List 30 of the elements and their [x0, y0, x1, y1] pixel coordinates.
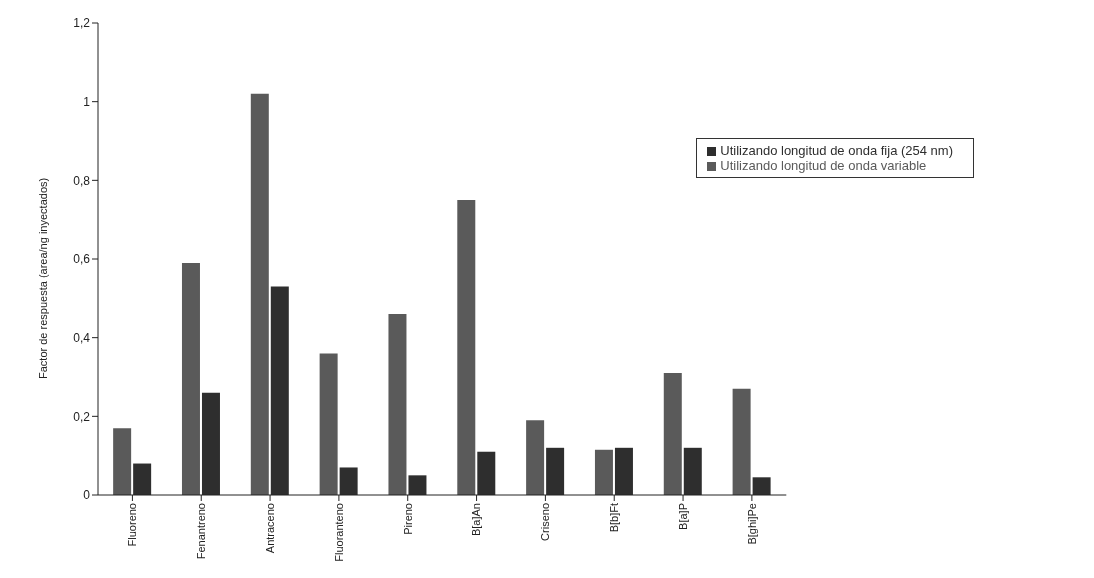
y-tick-label: 1: [83, 94, 91, 109]
x-tick-label: Fluoranteno: [332, 503, 345, 562]
y-tick-label: 0,4: [73, 330, 91, 345]
y-axis-title: Factor de respuesta (area/ng inyectados): [36, 177, 49, 379]
x-tick-label: B[a]P: [676, 503, 689, 530]
bar: [526, 420, 545, 495]
x-tick-label: Pireno: [401, 503, 414, 535]
bar: [388, 314, 407, 495]
bar: [732, 388, 751, 495]
bar: [113, 428, 132, 495]
x-tick-label: B[b]Ft: [608, 503, 621, 533]
bar: [457, 200, 476, 495]
y-tick-label: 0,2: [73, 409, 91, 424]
bar: [594, 449, 613, 495]
legend-label: Utilizando longitud de onda fija (254 nm): [720, 143, 953, 158]
y-tick-label: 1,2: [73, 16, 91, 31]
bar: [663, 373, 682, 495]
x-tick-label: Fluoreno: [126, 503, 139, 547]
bar: [319, 353, 338, 495]
bar: [250, 93, 269, 495]
y-tick-label: 0,6: [73, 252, 91, 267]
x-tick-label: B[ghi]Pe: [745, 503, 758, 545]
x-tick-label: Antraceno: [263, 503, 276, 554]
y-tick-label: 0,8: [73, 173, 91, 188]
bar: [181, 262, 200, 495]
legend-label: Utilizando longitud de onda variable: [720, 158, 927, 173]
x-tick-label: B[a]An: [470, 503, 483, 537]
x-tick-label: Fenantreno: [195, 503, 208, 560]
y-tick-label: 0: [83, 488, 91, 503]
x-tick-label: Criseno: [539, 503, 552, 541]
